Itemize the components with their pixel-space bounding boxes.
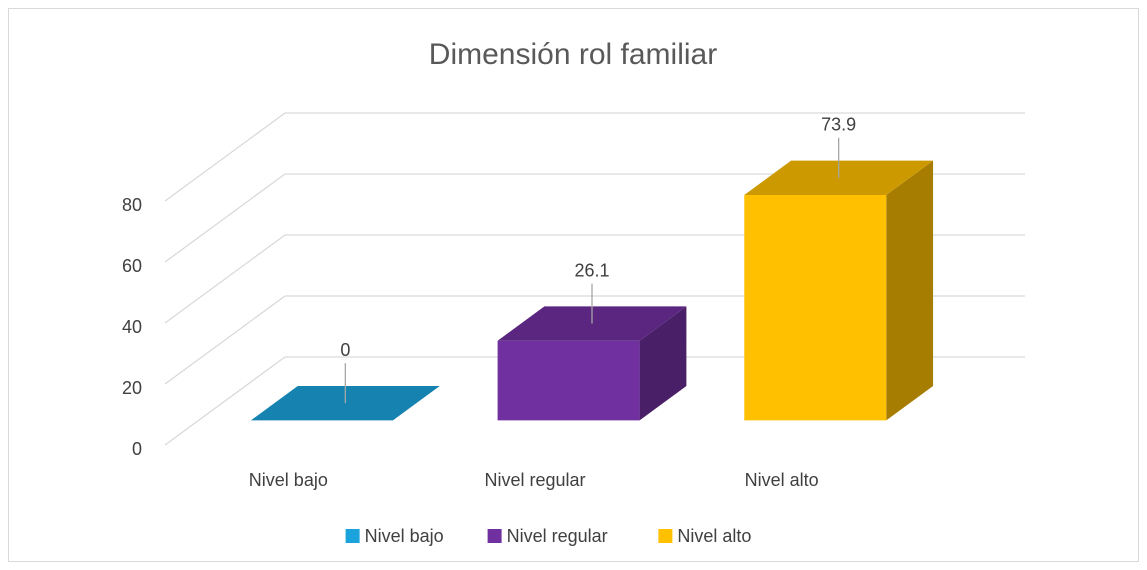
y-tick-label: 60 (122, 256, 142, 276)
legend-swatch (487, 529, 502, 543)
legend-label: Nivel regular (507, 526, 608, 546)
chart-border (8, 8, 1139, 562)
grid-line (164, 234, 286, 324)
bar-side (886, 160, 934, 421)
y-tick-label: 20 (122, 378, 142, 398)
bar-front (497, 340, 640, 421)
x-tick-label: Nivel alto (745, 470, 819, 490)
data-label: 26.1 (574, 260, 609, 280)
grid-line (164, 295, 286, 385)
grid-line (164, 173, 286, 263)
x-tick-label: Nivel regular (484, 470, 585, 490)
legend-label: Nivel alto (677, 526, 751, 546)
bar-side (639, 306, 687, 421)
legend-swatch (658, 529, 673, 543)
y-tick-label: 80 (122, 195, 142, 215)
bar-front (744, 194, 887, 421)
y-tick-label: 40 (122, 317, 142, 337)
legend-swatch (345, 529, 360, 543)
data-label: 0 (340, 340, 350, 360)
x-tick-label: Nivel bajo (249, 470, 328, 490)
y-tick-label: 0 (132, 439, 142, 459)
data-label: 73.9 (821, 115, 856, 135)
grid-line (164, 112, 286, 202)
legend-label: Nivel bajo (365, 526, 444, 546)
grid-line (164, 356, 286, 446)
chart-title: Dimensión rol familiar (429, 38, 717, 71)
